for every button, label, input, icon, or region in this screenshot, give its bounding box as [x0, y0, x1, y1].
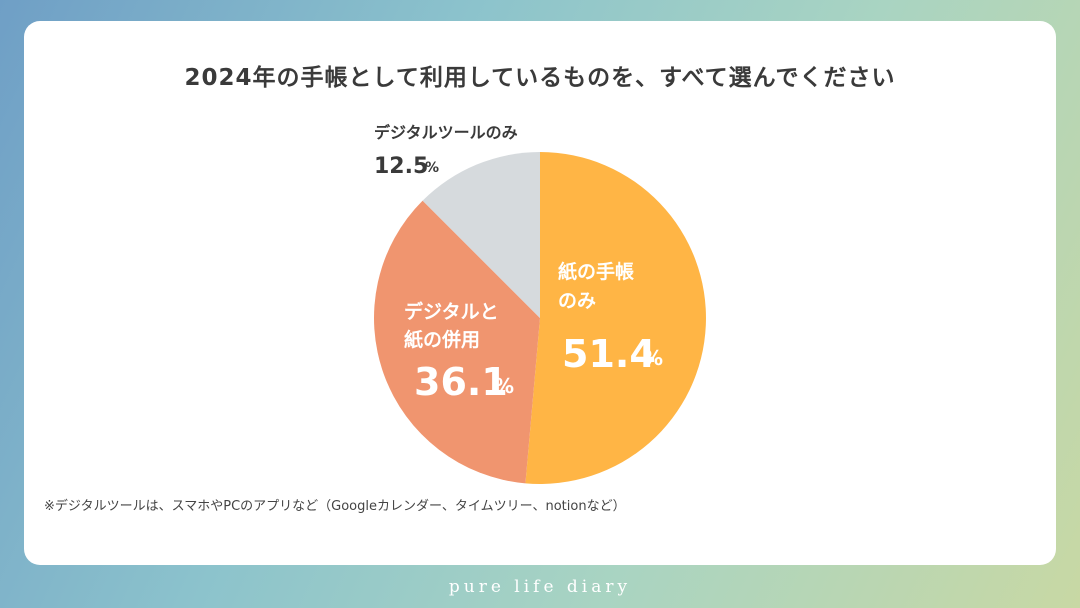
slice-label-paper-line1: 紙の手帳: [558, 260, 634, 283]
slice-pct-digital-only: %: [425, 160, 439, 176]
slice-label-digital-only: デジタルツールのみ: [374, 123, 518, 142]
brand-text: pure life diary: [448, 577, 632, 597]
slice-value-digital-only: 12.5: [374, 154, 428, 179]
slice-value-combined: 36.1: [414, 360, 508, 404]
slice-pct-paper: %: [643, 346, 663, 370]
slice-label-combined-line1: デジタルと: [404, 300, 499, 323]
slice-value-paper: 51.4: [562, 332, 656, 376]
footnote: ※デジタルツールは、スマホやPCのアプリなど（Googleカレンダー、タイムツリ…: [44, 499, 626, 514]
slice-label-combined-line2: 紙の併用: [404, 328, 480, 351]
slice-label-paper-line2: のみ: [558, 290, 596, 312]
slice-pct-combined: %: [494, 374, 514, 398]
pie-slice-paper-only: [525, 152, 706, 485]
pie-slice-digital-and-paper: [373, 200, 540, 484]
chart-title: 2024年の手帳として利用しているものを、すべて選んでください: [184, 65, 896, 91]
pie-slice-digital-only: [422, 152, 540, 318]
